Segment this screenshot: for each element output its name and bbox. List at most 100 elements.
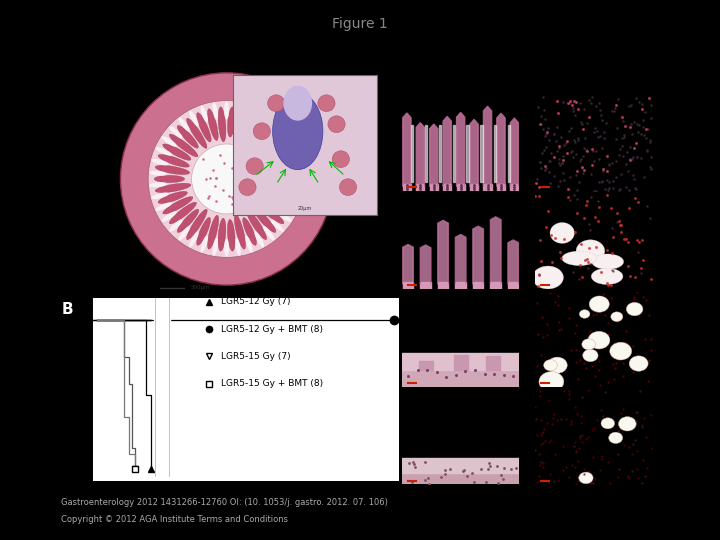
Ellipse shape bbox=[284, 159, 302, 165]
Text: A: A bbox=[111, 68, 122, 83]
Ellipse shape bbox=[243, 113, 256, 141]
Ellipse shape bbox=[562, 251, 597, 266]
Polygon shape bbox=[456, 184, 464, 191]
Polygon shape bbox=[497, 184, 505, 191]
Circle shape bbox=[610, 342, 631, 360]
Ellipse shape bbox=[591, 268, 623, 285]
Ellipse shape bbox=[592, 254, 624, 269]
Polygon shape bbox=[510, 184, 518, 191]
Ellipse shape bbox=[207, 109, 218, 140]
Polygon shape bbox=[508, 240, 518, 284]
Ellipse shape bbox=[246, 210, 266, 240]
Polygon shape bbox=[510, 118, 518, 186]
Ellipse shape bbox=[186, 118, 207, 149]
Ellipse shape bbox=[156, 165, 189, 174]
Ellipse shape bbox=[201, 105, 208, 123]
Ellipse shape bbox=[158, 154, 189, 167]
Polygon shape bbox=[438, 282, 449, 289]
Polygon shape bbox=[473, 282, 483, 289]
Ellipse shape bbox=[158, 191, 187, 204]
Ellipse shape bbox=[263, 117, 275, 132]
Circle shape bbox=[589, 296, 609, 312]
Ellipse shape bbox=[154, 176, 184, 183]
Ellipse shape bbox=[218, 107, 226, 142]
Ellipse shape bbox=[120, 73, 333, 285]
Text: Bone Marrow: Bone Marrow bbox=[557, 55, 635, 65]
Ellipse shape bbox=[161, 211, 176, 222]
Polygon shape bbox=[480, 125, 482, 181]
Circle shape bbox=[611, 312, 623, 322]
Ellipse shape bbox=[284, 86, 312, 121]
Ellipse shape bbox=[286, 182, 304, 187]
Circle shape bbox=[547, 357, 567, 373]
Ellipse shape bbox=[179, 117, 190, 132]
Ellipse shape bbox=[156, 183, 191, 193]
Polygon shape bbox=[438, 125, 441, 181]
Polygon shape bbox=[402, 245, 413, 284]
Ellipse shape bbox=[286, 171, 304, 176]
Ellipse shape bbox=[282, 147, 298, 156]
Circle shape bbox=[332, 151, 349, 167]
Polygon shape bbox=[456, 112, 464, 186]
Ellipse shape bbox=[276, 211, 292, 222]
Ellipse shape bbox=[246, 235, 253, 253]
Ellipse shape bbox=[246, 105, 253, 123]
Polygon shape bbox=[402, 184, 411, 191]
Polygon shape bbox=[467, 125, 469, 181]
Circle shape bbox=[544, 360, 557, 371]
Polygon shape bbox=[470, 184, 478, 191]
Polygon shape bbox=[490, 217, 501, 284]
Ellipse shape bbox=[254, 232, 264, 247]
Ellipse shape bbox=[163, 144, 191, 160]
Text: GI: GI bbox=[457, 55, 469, 65]
Polygon shape bbox=[430, 184, 438, 191]
Polygon shape bbox=[438, 220, 449, 284]
Ellipse shape bbox=[151, 193, 168, 199]
Ellipse shape bbox=[253, 208, 276, 233]
Ellipse shape bbox=[169, 126, 183, 139]
Ellipse shape bbox=[259, 134, 284, 154]
Ellipse shape bbox=[266, 154, 295, 166]
Text: Copyright © 2012 AGA Institute Terms and Conditions: Copyright © 2012 AGA Institute Terms and… bbox=[61, 515, 288, 524]
Polygon shape bbox=[473, 226, 483, 284]
Circle shape bbox=[268, 95, 285, 112]
Circle shape bbox=[626, 302, 643, 316]
Text: 15 Gy
Day 5: 15 Gy Day 5 bbox=[657, 329, 685, 349]
Ellipse shape bbox=[192, 144, 261, 214]
Polygon shape bbox=[402, 473, 519, 484]
Ellipse shape bbox=[197, 218, 210, 245]
Polygon shape bbox=[402, 282, 413, 289]
Circle shape bbox=[608, 432, 623, 443]
Polygon shape bbox=[455, 282, 466, 289]
Polygon shape bbox=[420, 245, 431, 284]
Ellipse shape bbox=[259, 196, 290, 214]
Ellipse shape bbox=[177, 125, 198, 148]
Polygon shape bbox=[470, 119, 478, 186]
Ellipse shape bbox=[197, 113, 211, 142]
Text: LGR5-15 Gy + BMT (8): LGR5-15 Gy + BMT (8) bbox=[221, 379, 323, 388]
Circle shape bbox=[579, 472, 593, 484]
Ellipse shape bbox=[243, 218, 256, 245]
Ellipse shape bbox=[247, 118, 266, 147]
Ellipse shape bbox=[270, 126, 284, 139]
Circle shape bbox=[239, 179, 256, 195]
Polygon shape bbox=[420, 282, 431, 289]
Ellipse shape bbox=[169, 219, 183, 232]
Polygon shape bbox=[402, 458, 519, 473]
Ellipse shape bbox=[266, 192, 295, 204]
Ellipse shape bbox=[235, 238, 240, 256]
Ellipse shape bbox=[151, 159, 168, 165]
Text: 15 Gy
Day 5.5
(BMT): 15 Gy Day 5.5 (BMT) bbox=[657, 422, 693, 453]
Ellipse shape bbox=[169, 202, 197, 224]
Text: Control: Control bbox=[657, 139, 690, 148]
Circle shape bbox=[629, 356, 648, 371]
Text: 12 Gy
Day 10: 12 Gy Day 10 bbox=[657, 232, 690, 252]
Text: LGR5-12 Gy (7): LGR5-12 Gy (7) bbox=[221, 297, 291, 306]
Ellipse shape bbox=[533, 266, 564, 289]
Ellipse shape bbox=[576, 240, 605, 262]
Circle shape bbox=[328, 116, 345, 133]
Ellipse shape bbox=[161, 136, 176, 147]
Circle shape bbox=[246, 158, 264, 174]
Ellipse shape bbox=[177, 209, 199, 233]
Ellipse shape bbox=[234, 109, 246, 144]
